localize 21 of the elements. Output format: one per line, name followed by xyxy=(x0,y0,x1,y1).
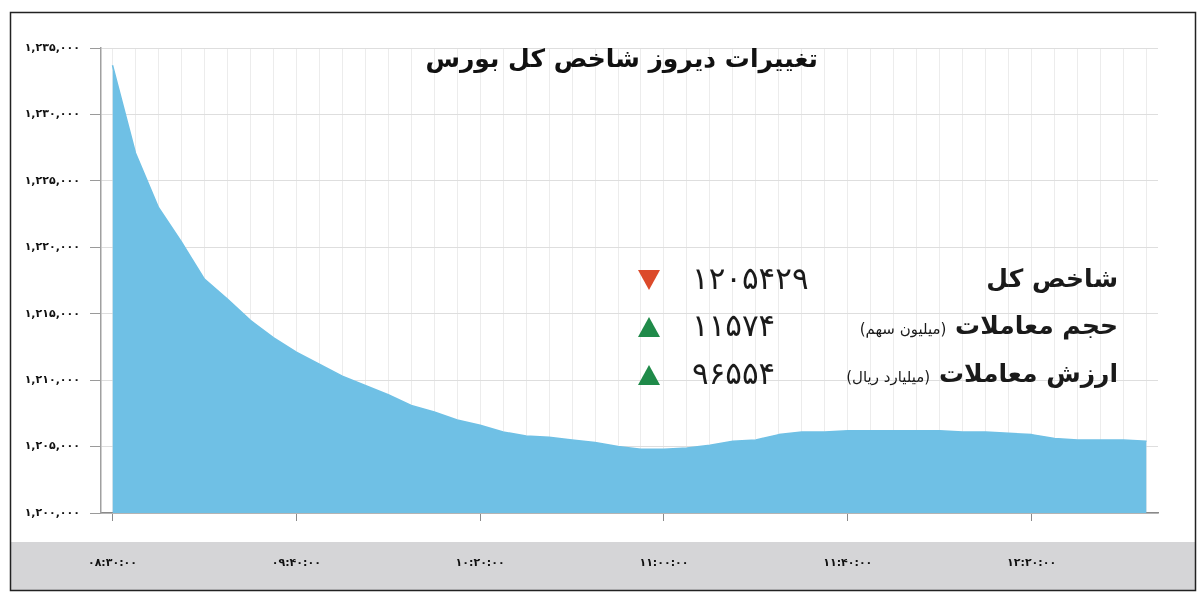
annotation: ارزش معاملات (میلیارد ریال) xyxy=(846,359,1118,388)
y-tick-label: ۱,۲۲۰,۰۰۰ xyxy=(24,240,80,254)
x-tick-label: ۰۸:۳۰:۰۰ xyxy=(87,556,138,570)
y-tick-label: ۱,۲۳۵,۰۰۰ xyxy=(24,40,80,54)
annotation: ۹۶۵۵۴ xyxy=(692,355,776,391)
annotation: ۱۱۵۷۴ xyxy=(692,307,776,343)
x-tick-label: ۱۱:۴۰:۰۰ xyxy=(823,556,873,570)
y-tick-label: ۱,۲۱۵,۰۰۰ xyxy=(24,306,80,320)
annotation: شاخص کل xyxy=(986,264,1118,293)
x-tick-label: ۱۱:۰۰:۰۰ xyxy=(639,556,689,570)
annotation: ۱۲۰۵۴۲۹ xyxy=(692,260,809,296)
x-tick-label: ۱۰:۲۰:۰۰ xyxy=(455,556,505,570)
chart-title: تغییرات دیروز شاخص کل بورس xyxy=(425,43,818,76)
y-tick-label: ۱,۲۳۰,۰۰۰ xyxy=(24,107,80,121)
y-tick-label: ۱,۲۲۵,۰۰۰ xyxy=(24,173,80,187)
annotation: حجم معاملات (میلیون سهم) xyxy=(859,311,1118,340)
y-tick-label: ۱,۲۰۵,۰۰۰ xyxy=(24,439,80,453)
y-tick-label: ۱,۲۱۰,۰۰۰ xyxy=(24,373,80,386)
x-tick-label: ۰۹:۴۰:۰۰ xyxy=(271,556,321,570)
x-tick-label: ۱۲:۲۰:۰۰ xyxy=(1007,556,1057,570)
y-tick-label: ۱,۲۰۰,۰۰۰ xyxy=(24,505,80,519)
